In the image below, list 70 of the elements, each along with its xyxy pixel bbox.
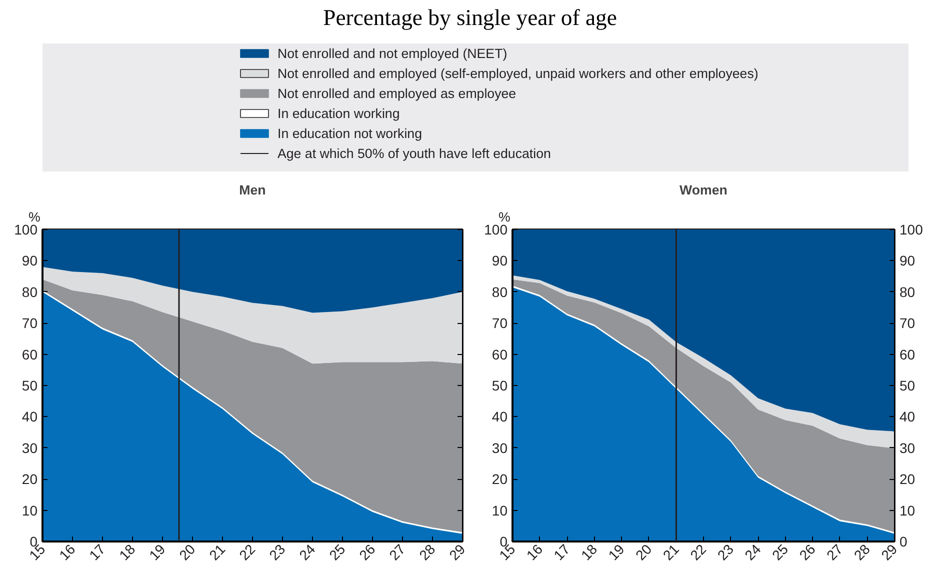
y-tick-label: 30	[492, 440, 508, 456]
y2-tick-label: 30	[900, 440, 916, 456]
y2-tick-label: 0	[900, 534, 908, 550]
x-tick-label: 21	[206, 540, 228, 564]
y-tick-label: 10	[22, 502, 38, 518]
x-tick-label: 25	[326, 540, 348, 564]
x-tick-label: 18	[116, 540, 138, 564]
x-tick-label: 28	[850, 540, 874, 564]
y-axis-title: %	[498, 210, 510, 224]
legend-label: Age at which 50% of youth have left education	[278, 146, 551, 161]
x-tick-label: 26	[796, 540, 819, 564]
y-tick-label: 40	[492, 408, 508, 425]
x-tick-label: 24	[741, 540, 764, 564]
chart-title: Percentage by single year of age	[323, 5, 617, 30]
y-tick-label: 100	[14, 222, 38, 238]
y-tick-label: 70	[492, 315, 508, 332]
y-tick-label: 80	[492, 284, 508, 300]
chart-subtitle: Men	[239, 182, 266, 198]
x-tick-label: 27	[823, 540, 846, 564]
x-tick-label: 17	[550, 540, 573, 564]
y2-tick-label: 10	[900, 502, 916, 518]
y2-tick-label: 70	[900, 315, 916, 332]
y2-tick-label: 100	[900, 222, 924, 238]
y-tick-label: 90	[492, 252, 508, 269]
y-tick-label: 80	[22, 284, 38, 300]
chart-subtitle: Women	[680, 182, 728, 198]
legend-label: Not enrolled and employed as employee	[278, 86, 516, 101]
y-tick-label: 20	[22, 471, 38, 488]
x-tick-label: 29	[878, 540, 900, 564]
x-tick-label: 23	[266, 540, 288, 564]
x-tick-label: 20	[176, 540, 198, 564]
legend-label: Not enrolled and employed (self-employed, unpaid workers and other employees)	[278, 66, 758, 81]
x-tick-label: 16	[523, 540, 546, 564]
y-tick-label: 50	[22, 378, 38, 394]
x-tick-label: 19	[605, 540, 628, 564]
x-tick-label: 25	[768, 540, 792, 564]
y-tick-label: 100	[484, 222, 508, 238]
y-axis-title: %	[28, 210, 40, 224]
y-tick-label: 40	[22, 408, 38, 425]
legend-label: In education not working	[278, 126, 422, 141]
y2-tick-label: 20	[900, 471, 916, 488]
x-tick-label: 27	[386, 540, 408, 564]
x-tick-label: 22	[686, 540, 710, 564]
y-tick-label: 20	[492, 471, 508, 488]
y2-tick-label: 90	[900, 252, 916, 269]
x-tick-label: 21	[660, 540, 682, 564]
x-tick-label: 24	[296, 540, 318, 564]
y-tick-label: 60	[22, 346, 38, 362]
x-tick-label: 28	[416, 540, 438, 564]
y2-tick-label: 60	[900, 346, 916, 362]
y2-tick-label: 80	[900, 284, 916, 300]
y-tick-label: 10	[492, 502, 508, 518]
x-tick-label: 22	[236, 540, 258, 564]
y-tick-label: 30	[22, 440, 38, 456]
x-tick-label: 18	[578, 540, 600, 564]
y-tick-label: 90	[22, 252, 38, 269]
y2-tick-label: 40	[900, 408, 916, 425]
x-tick-label: 29	[446, 540, 468, 564]
legend-label: Not enrolled and not employed (NEET)	[278, 46, 508, 61]
x-tick-label: 26	[356, 540, 378, 564]
x-tick-label: 17	[86, 540, 108, 564]
y-tick-label: 70	[22, 315, 38, 332]
x-tick-label: 23	[714, 540, 737, 564]
x-tick-label: 19	[146, 540, 168, 564]
y-tick-label: 50	[492, 378, 508, 394]
x-tick-label: 20	[632, 540, 655, 564]
legend-label: In education working	[278, 106, 400, 121]
x-tick-label: 16	[56, 540, 78, 564]
y2-tick-label: 50	[900, 378, 916, 394]
y-tick-label: 60	[492, 346, 508, 362]
